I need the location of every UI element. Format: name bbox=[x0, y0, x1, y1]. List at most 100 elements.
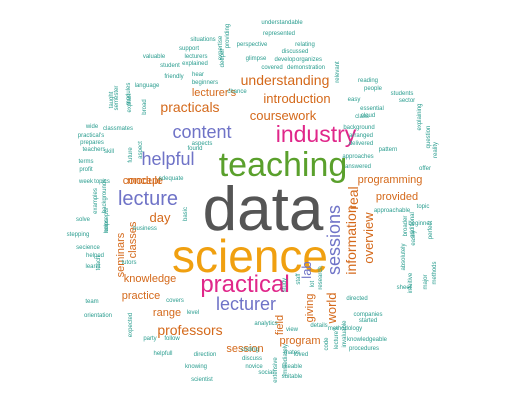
word-easy: easy bbox=[348, 97, 361, 103]
word-industry: industry bbox=[276, 121, 357, 147]
word-found: found bbox=[187, 146, 202, 152]
word-immediately: immediately bbox=[283, 344, 289, 376]
word-class: class bbox=[355, 114, 369, 120]
word-procedures: procedures bbox=[349, 346, 379, 352]
word-basic: basic bbox=[183, 207, 189, 221]
word-absolutely: absolutely bbox=[401, 243, 407, 270]
word-extensive: extensive bbox=[273, 357, 279, 383]
word-deeper: deeper bbox=[220, 49, 226, 68]
word-perfect: perfect bbox=[428, 220, 434, 239]
word-providing: providing bbox=[225, 24, 231, 48]
word-practice: practice bbox=[122, 290, 161, 302]
word-delivered: delivered bbox=[349, 141, 373, 147]
word-beginner: beginner bbox=[408, 221, 431, 227]
word-explained: explained bbox=[182, 61, 208, 67]
word-sessions: sessions bbox=[324, 205, 344, 275]
word-helped: helped bbox=[86, 253, 104, 259]
word-chance: chance bbox=[227, 89, 247, 95]
word-suitable: suitable bbox=[282, 374, 303, 380]
word-view: view bbox=[286, 327, 299, 333]
word-data: data bbox=[203, 175, 324, 244]
word-knowledge: knowledge bbox=[124, 273, 177, 285]
word-represented: represented bbox=[263, 31, 295, 37]
word-scientist: scientist bbox=[191, 377, 213, 383]
word-beginners: beginners bbox=[192, 80, 218, 86]
word-concepts: concepts bbox=[104, 208, 110, 232]
word-week: week bbox=[78, 179, 94, 185]
word-directed: directed bbox=[346, 296, 367, 302]
word-staff: staff bbox=[296, 273, 302, 285]
word-reality: reality bbox=[433, 142, 439, 158]
word-knowing: knowing bbox=[185, 364, 207, 370]
word-glimpse: glimpse bbox=[246, 56, 267, 62]
word-hear: hear bbox=[192, 72, 204, 78]
word-organizes: organizes bbox=[296, 57, 322, 63]
word-tutors: tutors bbox=[121, 260, 136, 266]
word-helpful: helpful bbox=[141, 149, 194, 169]
word-helps: helps bbox=[104, 219, 110, 233]
word-coding: coding bbox=[241, 347, 259, 353]
word-seminars: seminars bbox=[115, 232, 127, 277]
word-semester: semester bbox=[114, 86, 120, 111]
word-easily: easily bbox=[411, 230, 417, 245]
word-teaching: teaching bbox=[219, 146, 348, 184]
word-taught: taught bbox=[109, 91, 115, 108]
word-direction: direction bbox=[194, 352, 217, 358]
word-details: details bbox=[310, 323, 327, 329]
word-relating: relating bbox=[295, 42, 315, 48]
word-study: study bbox=[282, 278, 288, 292]
word-program: program bbox=[280, 335, 321, 347]
word-demonstration: demonstration bbox=[287, 65, 325, 71]
word-student: student bbox=[160, 63, 180, 69]
word-terms: terms bbox=[79, 159, 94, 165]
word-orientation: orientation bbox=[84, 313, 112, 319]
word-programming: programming bbox=[358, 174, 423, 186]
word-examples: examples bbox=[93, 188, 99, 214]
word-lecture: lecture bbox=[118, 188, 178, 210]
word-essential: essential bbox=[360, 106, 384, 112]
word-skill: skill bbox=[104, 149, 114, 155]
word-understanding: understanding bbox=[241, 72, 330, 88]
word-students: students bbox=[391, 91, 414, 97]
word-world: world bbox=[324, 292, 339, 324]
word-introduction: introduction bbox=[263, 91, 330, 106]
word-modules: modules bbox=[126, 83, 132, 106]
word-lecture-s: lecture's bbox=[334, 327, 340, 349]
word-teachers: teachers bbox=[82, 147, 105, 153]
word-party: party bbox=[143, 336, 156, 342]
word-giving: giving bbox=[304, 294, 316, 323]
word-follow: follow bbox=[164, 336, 180, 342]
word-concept: concept bbox=[123, 175, 162, 187]
word-social: social bbox=[258, 370, 273, 376]
word-mates: mates bbox=[284, 350, 300, 356]
word-explaining: explaining bbox=[417, 103, 423, 130]
word-methodology: methodology bbox=[328, 326, 362, 332]
word-expertise: expertise bbox=[218, 35, 224, 60]
word-invaluable: invaluable bbox=[342, 320, 348, 348]
word-novice: novice bbox=[245, 364, 263, 370]
word-real: real bbox=[345, 186, 361, 209]
word-relevant: relevant bbox=[335, 61, 341, 83]
word-teach: teach bbox=[96, 256, 102, 271]
word-pattern: pattern bbox=[379, 147, 398, 153]
word-adequate: adequate bbox=[158, 176, 184, 182]
word-content: content bbox=[172, 122, 231, 142]
word-aspects: aspects bbox=[192, 141, 213, 147]
word-professors: professors bbox=[157, 322, 222, 338]
word-coursework: coursework bbox=[250, 108, 317, 123]
word-practical: practical bbox=[200, 271, 289, 298]
word-module: module bbox=[127, 175, 163, 187]
word-develop: develop bbox=[274, 57, 296, 63]
word-lecturer-s: lecturer's bbox=[192, 87, 237, 99]
word-sector: sector bbox=[399, 98, 415, 104]
word-explain: explain bbox=[127, 93, 133, 112]
word-prepares: prepares bbox=[80, 140, 104, 146]
word-perspective: perspective bbox=[237, 42, 268, 48]
word-profit: profit bbox=[79, 167, 93, 173]
word-additional: additional bbox=[410, 212, 416, 238]
word-methods: methods bbox=[432, 261, 438, 284]
word-friendly: friendly bbox=[164, 74, 183, 80]
word-support: support bbox=[179, 46, 199, 52]
word-range: range bbox=[153, 307, 181, 319]
